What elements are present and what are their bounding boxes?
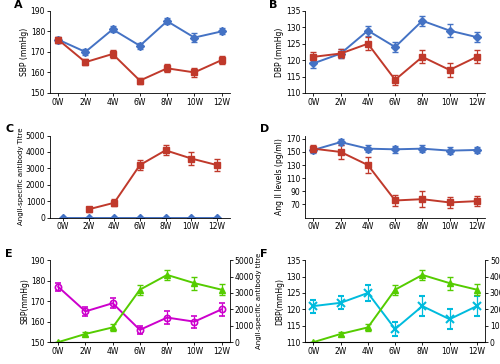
Y-axis label: SBP(mmHg): SBP(mmHg)	[20, 278, 29, 324]
Text: A: A	[14, 0, 22, 9]
Y-axis label: AngII-specific antibody titre: AngII-specific antibody titre	[256, 253, 262, 349]
Y-axis label: DBP (mmHg): DBP (mmHg)	[276, 27, 284, 76]
Y-axis label: Ang II levels (pg/ml): Ang II levels (pg/ml)	[276, 138, 284, 215]
Text: C: C	[5, 124, 13, 134]
Y-axis label: DBP(mmHg): DBP(mmHg)	[276, 278, 284, 325]
Text: B: B	[270, 0, 278, 9]
Text: F: F	[260, 249, 268, 259]
Y-axis label: AngII-specific antibody Titre: AngII-specific antibody Titre	[18, 128, 24, 225]
Text: E: E	[5, 249, 12, 259]
Y-axis label: SBP (mmHg): SBP (mmHg)	[20, 28, 29, 76]
Text: D: D	[260, 124, 270, 134]
